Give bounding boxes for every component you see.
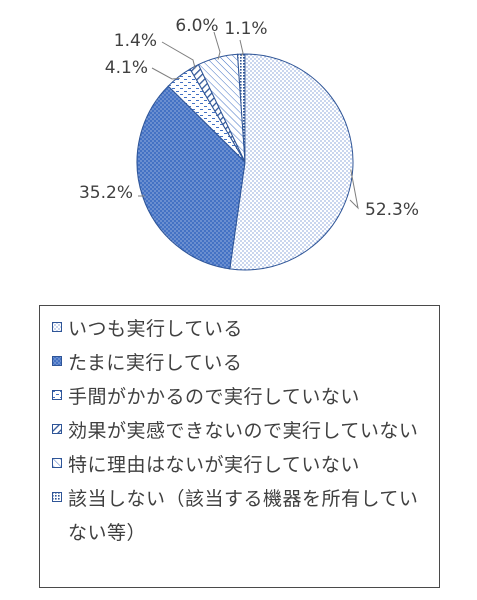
pie-chart: 52.3% 35.2% 4.1% 1.4% 6.0% 1.1%	[79, 16, 419, 271]
leader-line	[161, 41, 196, 69]
legend-item: 特に理由はないが実行していない	[52, 448, 431, 482]
pie-slice	[229, 53, 354, 271]
legend-swatch	[52, 356, 62, 366]
leader-line	[349, 169, 359, 210]
legend-label: 特に理由はないが実行していない	[68, 454, 360, 476]
legend-swatch	[52, 322, 62, 332]
legend-swatch	[52, 424, 62, 434]
data-label: 1.4%	[114, 31, 157, 51]
pie-slice	[136, 85, 246, 270]
leader-line	[151, 67, 180, 80]
legend-item: たまに実行している	[52, 346, 431, 380]
leader-line	[213, 31, 221, 60]
legend-item: 該当しない（該当する機器を所有していない等）	[52, 482, 431, 550]
data-label: 35.2%	[79, 183, 133, 203]
legend: いつも実行している たまに実行している手間がかかるので実行していない効果が実感でき…	[39, 305, 440, 588]
legend-swatch	[52, 492, 62, 502]
data-label: 52.3%	[365, 200, 419, 220]
legend-label: 効果が実感できないので実行していない	[68, 420, 419, 442]
data-label: 4.1%	[105, 58, 148, 78]
legend-item: 効果が実感できないので実行していない	[52, 414, 431, 448]
legend-label: 該当しない（該当する機器を所有していない等）	[68, 488, 419, 544]
data-label: 6.0%	[175, 16, 218, 36]
legend-label: 手間がかかるので実行していない	[68, 386, 360, 408]
leader-line	[239, 39, 244, 57]
legend-item: 手間がかかるので実行していない	[52, 380, 431, 414]
legend-label: いつも実行している	[68, 318, 243, 340]
data-label: 1.1%	[224, 19, 267, 39]
legend-label: たまに実行している	[68, 352, 243, 374]
legend-item: いつも実行している	[52, 312, 431, 346]
legend-swatch	[52, 458, 62, 468]
pie-slice	[237, 53, 246, 163]
legend-swatch	[52, 390, 62, 400]
